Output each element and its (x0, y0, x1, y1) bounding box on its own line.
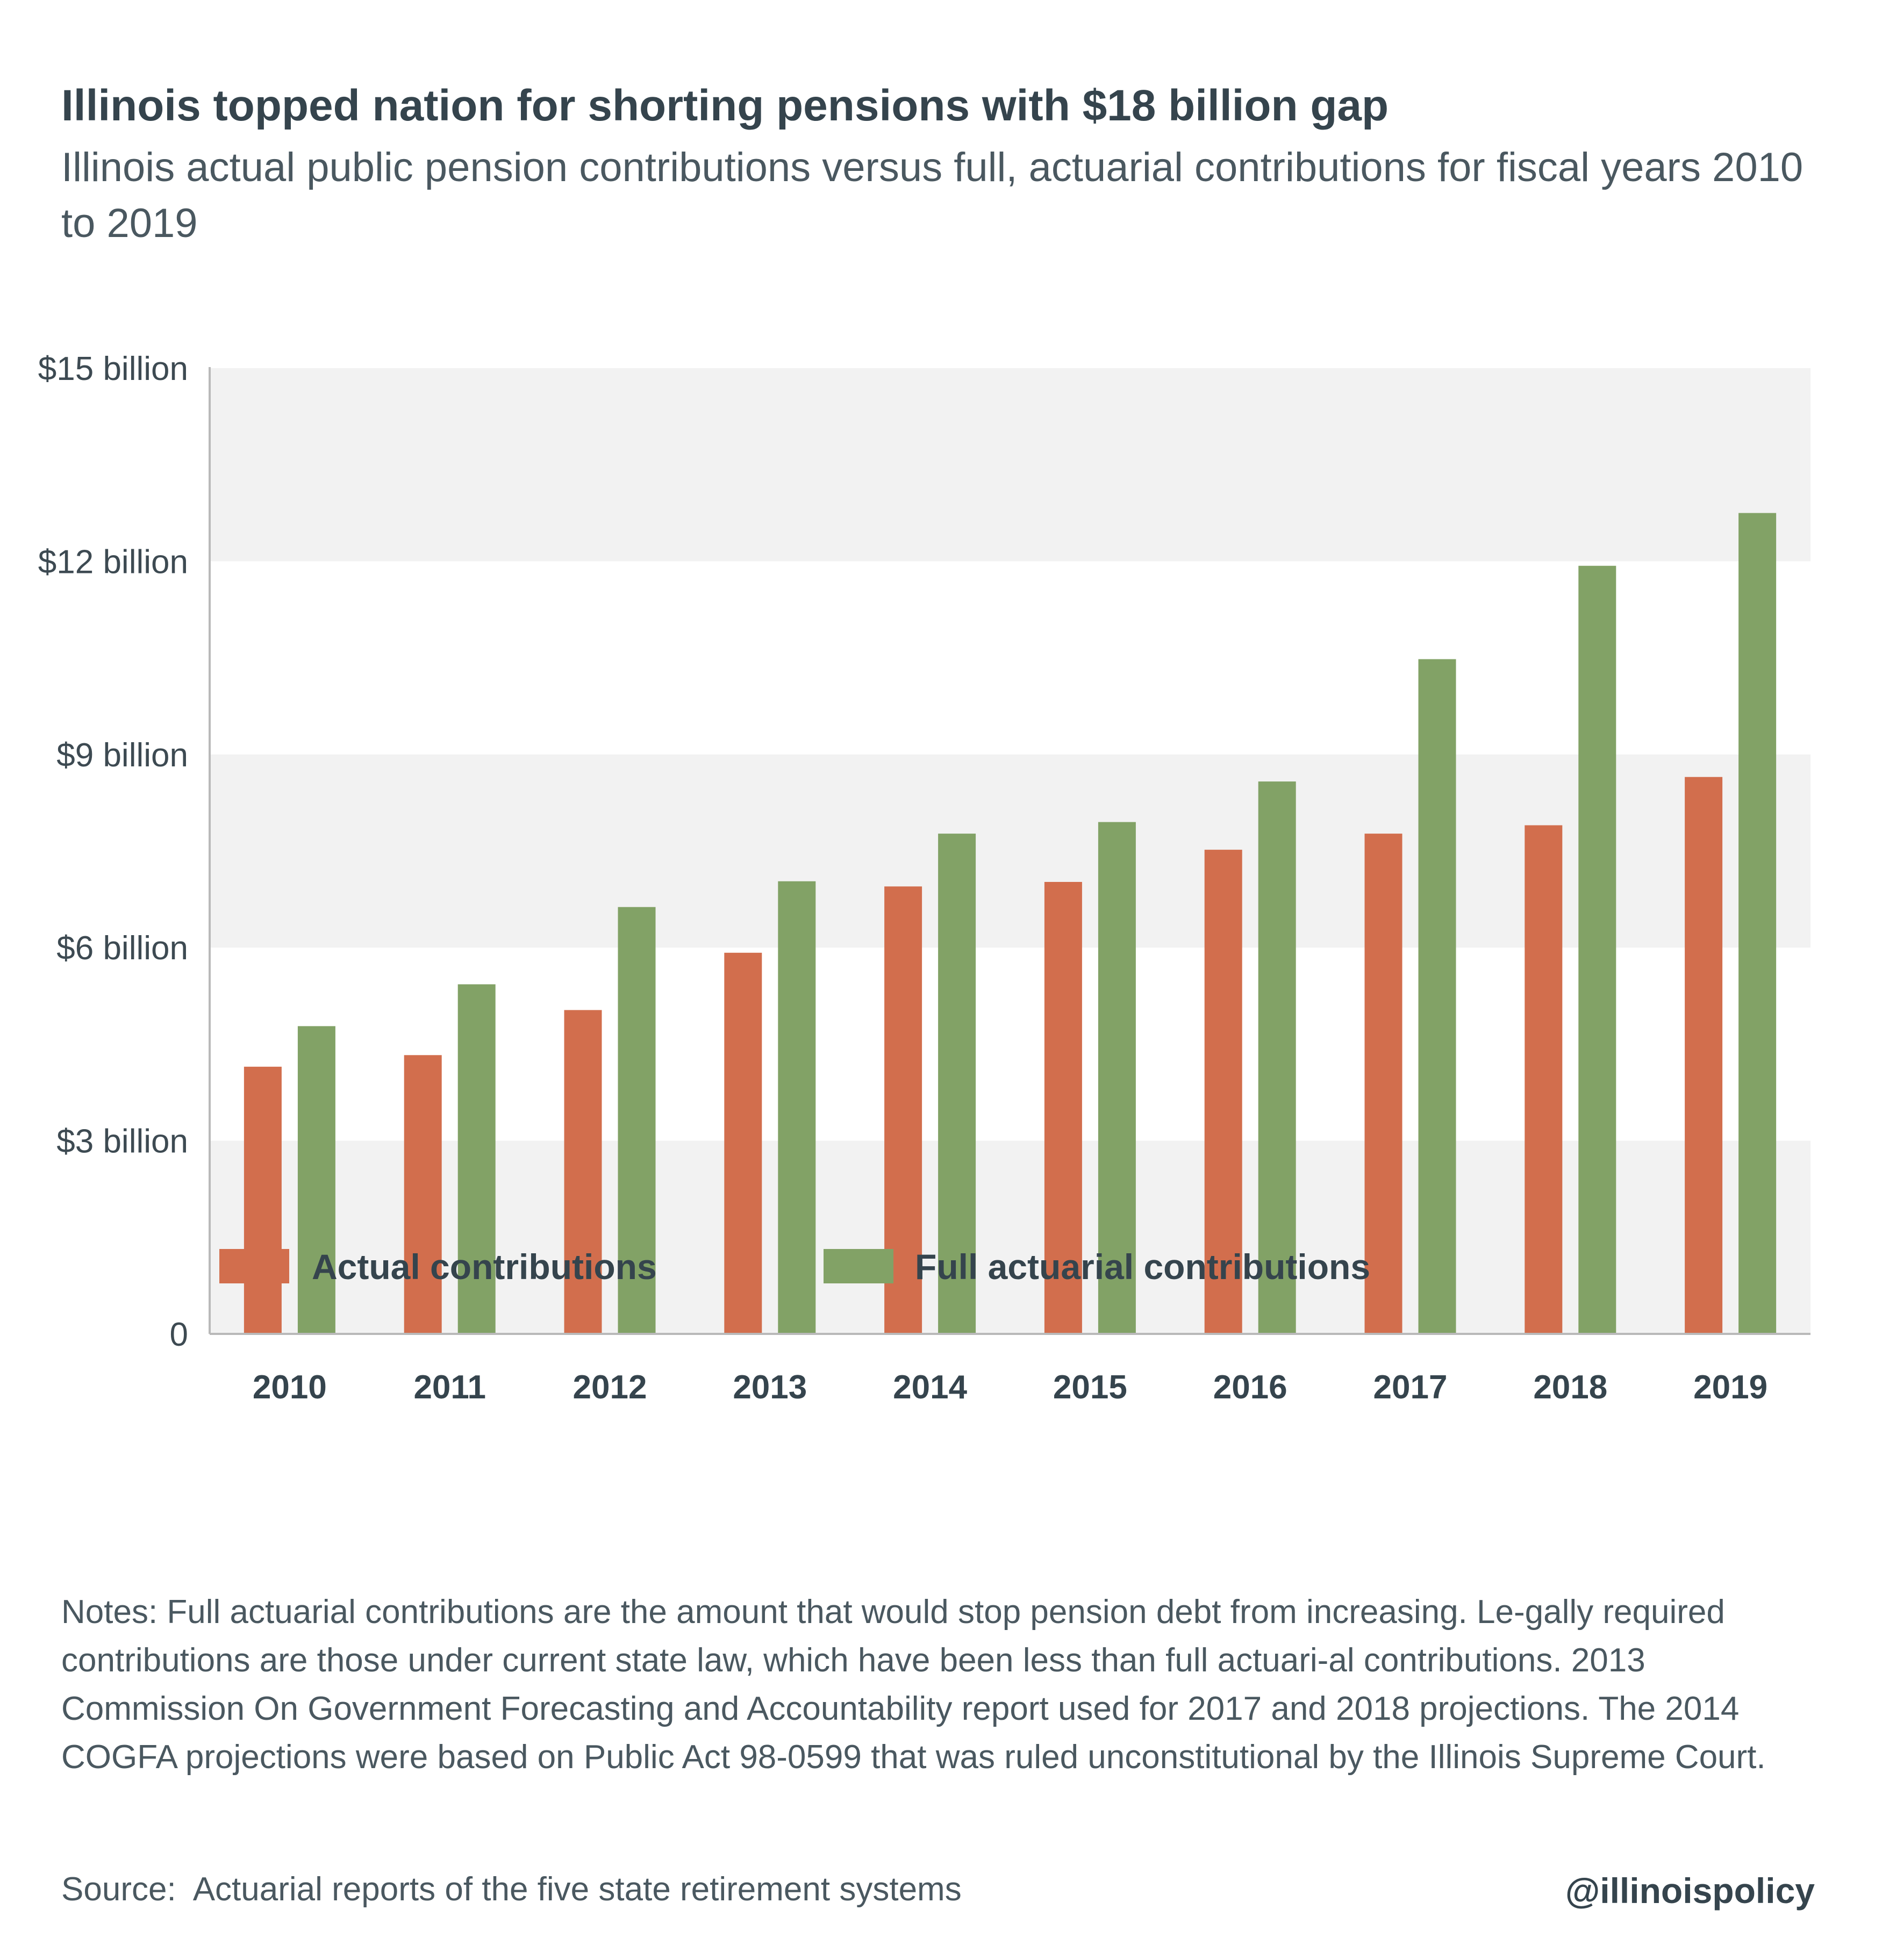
x-tick-label: 2013 (733, 1369, 807, 1406)
x-tick-label: 2016 (1213, 1369, 1287, 1406)
bar-full-2015 (1098, 822, 1136, 1334)
x-tick-label: 2018 (1533, 1369, 1607, 1406)
bar-actual-2013 (724, 952, 762, 1334)
legend-label-full: Full actuarial contributions (915, 1247, 1370, 1287)
bar-actual-2012 (564, 1010, 602, 1334)
bar-actual-2019 (1685, 777, 1723, 1334)
grid-bands (210, 368, 1811, 1334)
bar-full-2016 (1258, 781, 1296, 1334)
bar-actual-2011 (404, 1055, 442, 1334)
bar-full-2019 (1738, 513, 1777, 1334)
x-axis-labels: 2010 2011 2012 2013 2014 2015 2016 2017 2018 2019 (253, 1369, 1767, 1406)
x-tick-label: 2019 (1693, 1369, 1767, 1406)
legend-label-actual: Actual contributions (312, 1247, 657, 1287)
bar-full-2013 (778, 881, 816, 1334)
brand-handle: @illinoispolicy (1565, 1871, 1815, 1911)
y-tick-label: $9 billion (56, 737, 188, 774)
x-tick-label: 2012 (573, 1369, 647, 1406)
bar-chart: 0 $3 billion $6 billion $9 billion $12 billi… (38, 350, 1811, 1406)
bar-full-2012 (618, 907, 656, 1334)
y-tick-label: $3 billion (56, 1123, 188, 1160)
bar-actual-2018 (1525, 825, 1563, 1334)
y-tick-label: 0 (170, 1316, 188, 1353)
source-line: Source: Actuarial reports of the five st… (61, 1871, 962, 1908)
bar-actual-2015 (1044, 882, 1082, 1334)
legend: Actual contributions Full actuarial cont… (219, 1247, 1370, 1287)
bar-actual-2017 (1364, 834, 1402, 1334)
x-tick-label: 2015 (1053, 1369, 1127, 1406)
grid-band (210, 754, 1811, 948)
bar-full-2017 (1418, 659, 1456, 1334)
bar-actual-2016 (1204, 850, 1242, 1334)
bar-full-2011 (457, 984, 496, 1334)
x-tick-label: 2014 (893, 1369, 967, 1406)
bar-full-2010 (297, 1026, 335, 1334)
y-tick-label: $12 billion (38, 543, 188, 580)
chart-title: Illinois topped nation for shorting pens… (61, 81, 1389, 130)
y-tick-label: $15 billion (38, 350, 188, 387)
x-tick-label: 2017 (1373, 1369, 1448, 1406)
bar-full-2014 (938, 834, 976, 1334)
x-tick-label: 2011 (413, 1369, 486, 1406)
legend-swatch-full (824, 1249, 893, 1283)
chart-subtitle: Illinois actual public pension contribut… (61, 145, 1804, 246)
grid-band (210, 1140, 1811, 1334)
bar-actual-2010 (244, 1066, 282, 1334)
grid-band (210, 368, 1811, 562)
bar-full-2018 (1578, 565, 1616, 1334)
legend-swatch-actual (219, 1249, 289, 1283)
bars (244, 513, 1777, 1334)
notes: Notes: Full actuarial contributions are … (61, 1593, 1766, 1776)
x-tick-label: 2010 (253, 1369, 327, 1406)
y-axis-ticks: 0 $3 billion $6 billion $9 billion $12 billi… (38, 350, 188, 1353)
y-tick-label: $6 billion (56, 930, 188, 967)
